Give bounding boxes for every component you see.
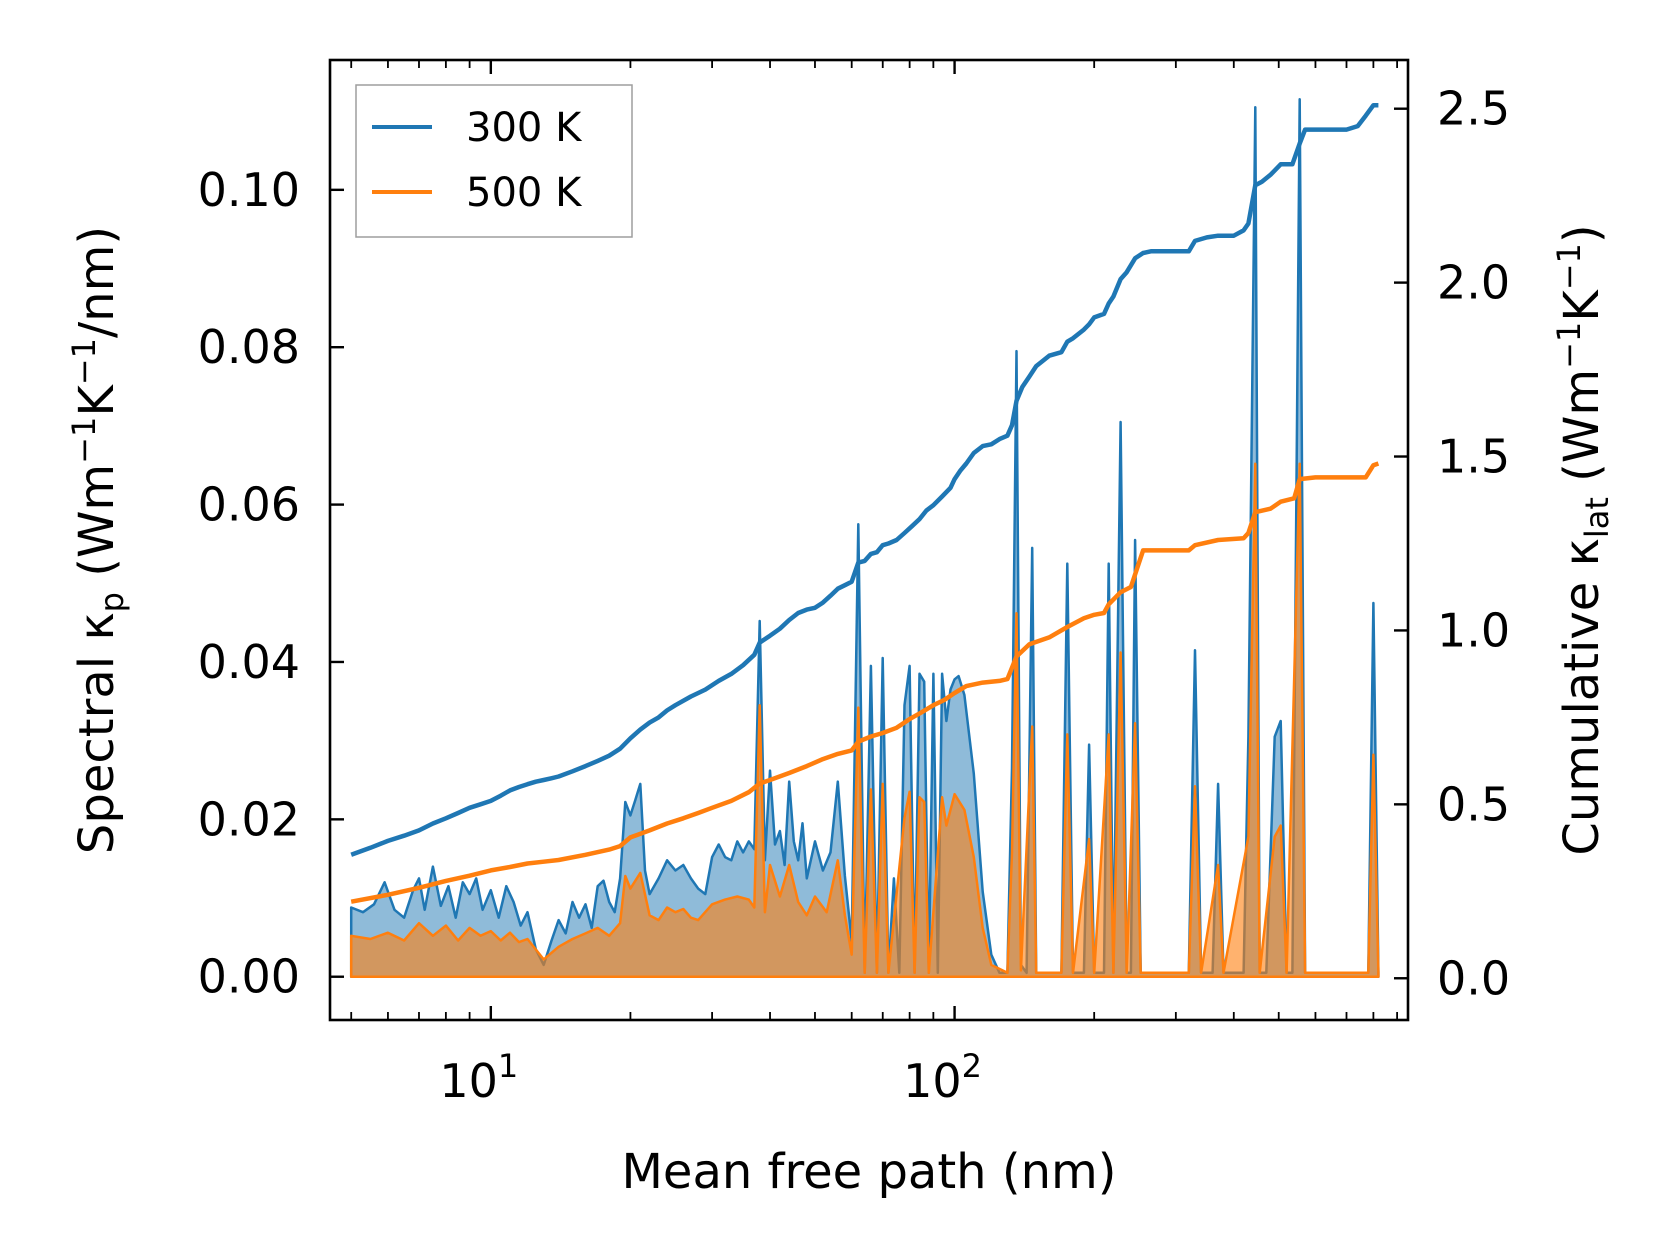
- spectral-fills: [349, 98, 1380, 978]
- axis-ticks: [330, 60, 1408, 1020]
- left-y-label-main: Spectral κ: [69, 612, 125, 854]
- left-y-tick-label: 0.10: [198, 163, 300, 217]
- cumulative-line-300k: [350, 102, 1379, 857]
- plot-frame: [328, 58, 1410, 1022]
- cumulative-line-500k: [350, 461, 1380, 904]
- spectral-area-500k: [349, 462, 1380, 978]
- legend-label-500k: 500 K: [466, 170, 583, 216]
- left-y-tick-label: 0.02: [198, 792, 300, 846]
- right-y-tick-label: 1.5: [1437, 430, 1510, 484]
- left-y-label-exp2: −1: [65, 338, 103, 385]
- right-y-label-exp1: −1: [1550, 322, 1588, 369]
- right-y-tick-label: 2.5: [1437, 82, 1510, 136]
- right-y-tick-label: 0.5: [1437, 777, 1510, 831]
- right-y-tick-label: 1.0: [1437, 603, 1510, 657]
- legend: 300 K 500 K: [355, 84, 633, 238]
- right-y-tick-label: 0.0: [1437, 951, 1510, 1005]
- x-tick-base: 10: [439, 1054, 498, 1108]
- data-lines: [350, 102, 1380, 904]
- right-y-label-units-close: ): [1554, 224, 1610, 243]
- x-tick-exponent: 2: [962, 1047, 982, 1085]
- right-y-label-sub: lat: [1578, 497, 1616, 538]
- left-y-tick-label: 0.04: [198, 635, 300, 689]
- x-tick-label: 101: [439, 1047, 518, 1108]
- right-y-label-units-open: (Wm: [1554, 369, 1610, 497]
- left-y-label-units-close: /nm): [69, 226, 125, 338]
- right-y-axis-label: Cumulative κlat (Wm−1K−1): [1550, 224, 1616, 855]
- left-y-label-sub: p: [93, 592, 131, 612]
- right-y-tick-label: 2.0: [1437, 256, 1510, 310]
- legend-box: [355, 84, 633, 238]
- right-y-label-exp2: −1: [1550, 243, 1588, 290]
- right-y-label-main: Cumulative κ: [1554, 538, 1610, 856]
- left-y-tick-label: 0.08: [198, 320, 300, 374]
- left-y-tick-label: 0.06: [198, 478, 300, 532]
- left-y-label-exp1: −1: [65, 417, 103, 464]
- left-y-tick-label: 0.00: [198, 950, 300, 1004]
- axis-tick-labels: 101 1020.000.020.040.060.080.100.00.51.01…: [198, 82, 1511, 1108]
- left-y-label-units-open: (Wm: [69, 464, 125, 592]
- left-y-axis-label: Spectral κp (Wm−1K−1/nm): [65, 226, 131, 854]
- x-tick-exponent: 1: [498, 1047, 518, 1085]
- x-tick-base: 10: [903, 1054, 962, 1108]
- left-y-label-mid: K: [69, 384, 125, 417]
- right-y-label-mid: K: [1554, 289, 1610, 322]
- x-tick-label: 102: [903, 1047, 982, 1108]
- x-axis-label: Mean free path (nm): [622, 1144, 1117, 1200]
- legend-label-300k: 300 K: [466, 105, 583, 151]
